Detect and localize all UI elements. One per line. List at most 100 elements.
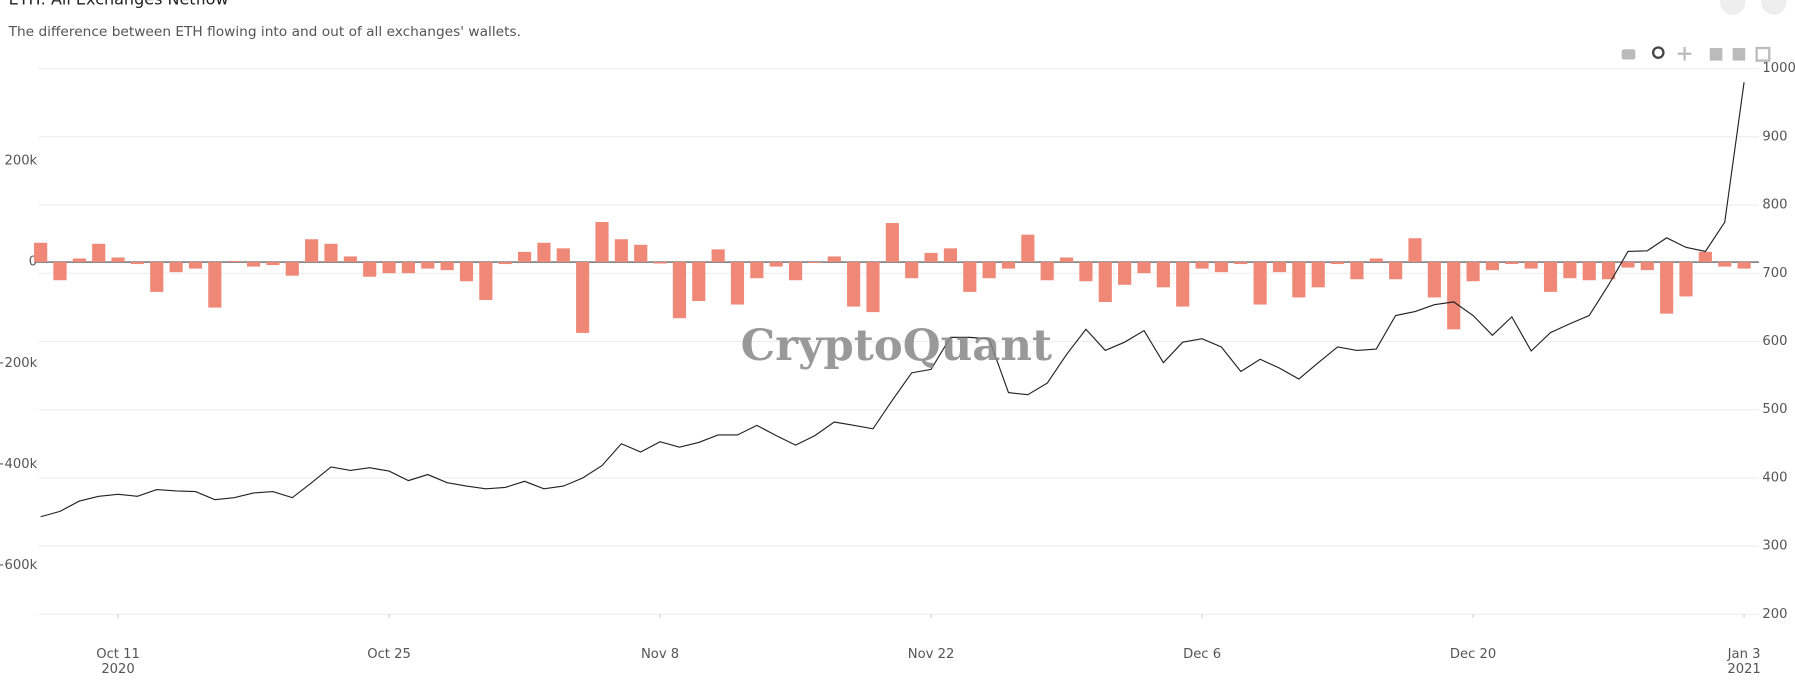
chart-title: ETH: All Exchanges Netflow bbox=[9, 0, 229, 8]
bar bbox=[1234, 262, 1248, 265]
bar bbox=[285, 262, 299, 276]
bar bbox=[576, 262, 590, 333]
bar bbox=[1040, 262, 1054, 281]
zoom-out-icon[interactable] bbox=[1732, 48, 1746, 61]
y2-tick-label: 500 bbox=[1762, 402, 1787, 417]
bar bbox=[1427, 262, 1441, 298]
x-tick-year: 2021 bbox=[1727, 662, 1760, 677]
watermark: CryptoQuant bbox=[741, 320, 1053, 371]
bar bbox=[1582, 262, 1596, 281]
bar bbox=[401, 262, 415, 274]
camera-icon[interactable] bbox=[1621, 49, 1636, 60]
bar bbox=[963, 262, 977, 292]
bar bbox=[421, 262, 435, 269]
bar bbox=[1118, 262, 1132, 285]
bar bbox=[692, 262, 706, 301]
bar bbox=[266, 262, 280, 266]
bell-button[interactable] bbox=[1761, 0, 1787, 15]
x-tick-label: Oct 25 bbox=[367, 647, 411, 662]
bar bbox=[92, 243, 106, 263]
bar bbox=[808, 262, 822, 264]
bar bbox=[943, 248, 958, 263]
bar bbox=[130, 262, 144, 265]
bar bbox=[1330, 262, 1345, 265]
reset-icon[interactable] bbox=[1755, 46, 1771, 62]
bar bbox=[537, 242, 551, 263]
y2-tick-label: 800 bbox=[1762, 198, 1787, 213]
bar bbox=[169, 262, 183, 273]
bar bbox=[866, 262, 880, 313]
x-tick-year: 2020 bbox=[101, 662, 134, 677]
x-tick-label: Oct 11 bbox=[96, 647, 140, 662]
y-tick-label: −600k bbox=[0, 558, 38, 573]
bar bbox=[672, 262, 686, 319]
bar bbox=[1524, 262, 1538, 269]
bar bbox=[459, 262, 474, 282]
y2-tick-label: 400 bbox=[1762, 470, 1787, 485]
bar bbox=[498, 262, 512, 265]
bar bbox=[885, 223, 899, 263]
bar bbox=[305, 239, 319, 263]
bar bbox=[72, 258, 86, 263]
bar bbox=[1176, 262, 1190, 307]
bar bbox=[517, 251, 532, 263]
bar bbox=[982, 262, 996, 279]
bar bbox=[1350, 262, 1364, 280]
bar bbox=[1389, 262, 1403, 280]
bar bbox=[1195, 262, 1209, 269]
toolbar[interactable] bbox=[1621, 46, 1771, 62]
chart-subtitle: The difference between ETH flowing into … bbox=[8, 24, 521, 40]
bar bbox=[827, 256, 841, 263]
y2-tick-label: 900 bbox=[1762, 129, 1787, 144]
bar bbox=[1001, 262, 1016, 269]
x-tick-label: Nov 8 bbox=[641, 647, 679, 662]
bar bbox=[227, 261, 241, 263]
bar bbox=[1621, 262, 1635, 268]
bar bbox=[1563, 262, 1577, 279]
bar bbox=[847, 262, 861, 307]
bar bbox=[1272, 262, 1287, 273]
bar bbox=[1447, 262, 1461, 330]
bar bbox=[188, 262, 203, 269]
y2-tick-label: 300 bbox=[1762, 539, 1787, 554]
y-tick-label: −400k bbox=[0, 457, 38, 472]
bar bbox=[1098, 262, 1112, 303]
x-tick-label: Dec 6 bbox=[1183, 647, 1221, 662]
bar bbox=[556, 248, 570, 263]
bar bbox=[1021, 234, 1035, 263]
bar bbox=[1079, 262, 1093, 282]
bar bbox=[363, 262, 377, 277]
y2-tick-label: 700 bbox=[1762, 266, 1787, 281]
bar bbox=[1485, 262, 1500, 271]
x-tick-label: Jan 3 bbox=[1727, 647, 1761, 662]
bar bbox=[440, 262, 454, 271]
bar bbox=[1543, 262, 1558, 292]
x-tick-label: Nov 22 bbox=[908, 647, 955, 662]
x-tick-label: Dec 20 bbox=[1450, 647, 1496, 662]
bar bbox=[479, 262, 493, 300]
bar bbox=[769, 262, 783, 267]
bar bbox=[1466, 262, 1480, 282]
y-tick-label: 0 bbox=[29, 255, 37, 270]
bar bbox=[1292, 262, 1306, 298]
zoom-in-icon[interactable] bbox=[1709, 48, 1723, 61]
bar bbox=[324, 243, 338, 263]
bar bbox=[730, 262, 745, 305]
bar bbox=[595, 222, 609, 263]
bar bbox=[208, 262, 222, 308]
bar bbox=[1408, 238, 1422, 263]
bar bbox=[653, 262, 667, 264]
bar bbox=[1253, 262, 1267, 305]
zoom-icon[interactable] bbox=[1651, 46, 1665, 59]
star-button[interactable] bbox=[1720, 0, 1746, 15]
pan-icon[interactable] bbox=[1677, 46, 1692, 61]
bar bbox=[1718, 262, 1732, 267]
bar bbox=[924, 252, 938, 263]
bar bbox=[1059, 257, 1074, 263]
bar bbox=[711, 249, 725, 263]
bar bbox=[343, 256, 357, 263]
bar bbox=[1369, 258, 1383, 263]
bar bbox=[614, 239, 628, 263]
